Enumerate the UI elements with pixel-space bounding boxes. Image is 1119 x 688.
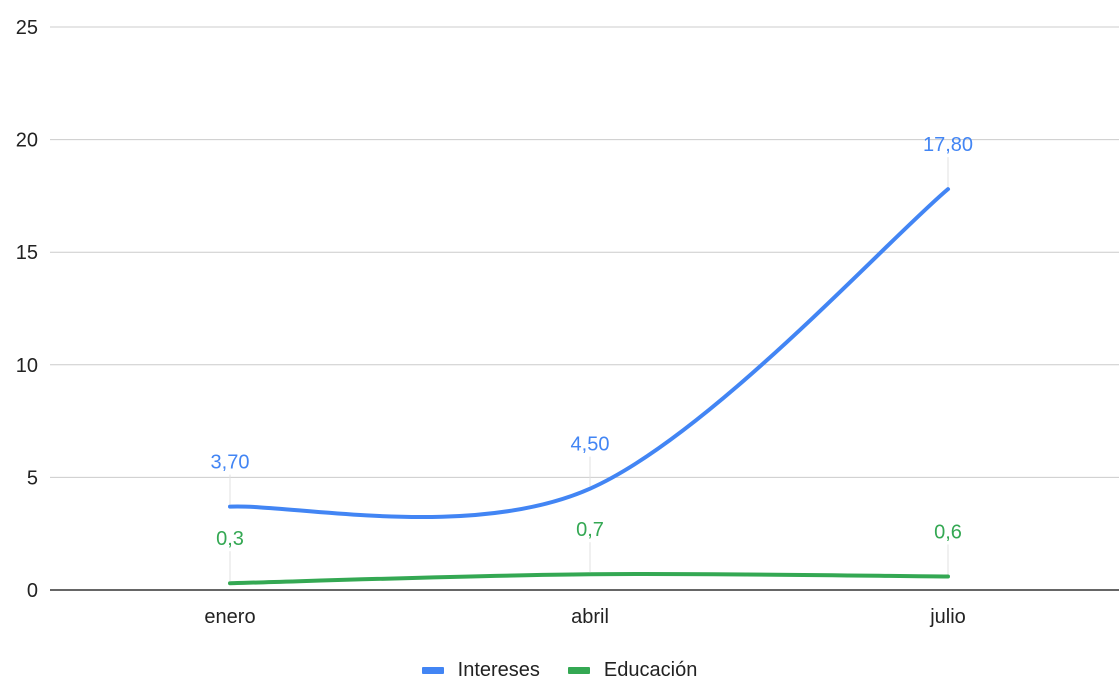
- legend-label-educacion: Educación: [603, 658, 698, 681]
- x-tick-label: abril: [571, 606, 609, 628]
- gridlines: [50, 26, 1119, 591]
- data-label-educacion: 0,3: [216, 528, 244, 550]
- y-tick-label: 5: [27, 467, 38, 489]
- line-chart: 0 5 10 15 20 25 enero abril julio 3,70 4,50 17,80…: [16, 17, 1119, 628]
- x-tick-label: enero: [204, 606, 255, 628]
- y-axis-ticks: 0 5 10 15 20 25: [16, 17, 38, 602]
- legend-swatch-intereses: [421, 666, 444, 674]
- data-label-intereses: 4,50: [571, 434, 610, 456]
- series-line-educacion: [228, 571, 950, 586]
- x-axis-ticks: enero abril julio: [204, 606, 965, 628]
- y-tick-label: 15: [16, 242, 38, 264]
- data-label-intereses: 17,80: [923, 134, 973, 156]
- legend-item-intereses: Intereses: [421, 658, 540, 682]
- data-label-educacion: 0,6: [934, 521, 962, 543]
- series-line-intereses: [228, 187, 950, 519]
- x-tick-label: julio: [929, 606, 966, 628]
- legend-item-educacion: Educación: [567, 658, 698, 682]
- data-label-intereses: 3,70: [211, 452, 250, 474]
- y-tick-label: 0: [27, 580, 38, 602]
- legend-label-intereses: Intereses: [457, 658, 540, 681]
- legend: Intereses Educación: [0, 652, 1119, 688]
- y-tick-label: 25: [16, 17, 38, 39]
- data-labels: 3,70 4,50 17,80 0,3 0,7 0,6: [211, 134, 973, 582]
- legend-swatch-educacion: [567, 666, 590, 674]
- y-tick-label: 10: [16, 355, 38, 377]
- y-tick-label: 20: [16, 130, 38, 152]
- series-lines: [228, 187, 950, 586]
- data-label-educacion: 0,7: [576, 519, 604, 541]
